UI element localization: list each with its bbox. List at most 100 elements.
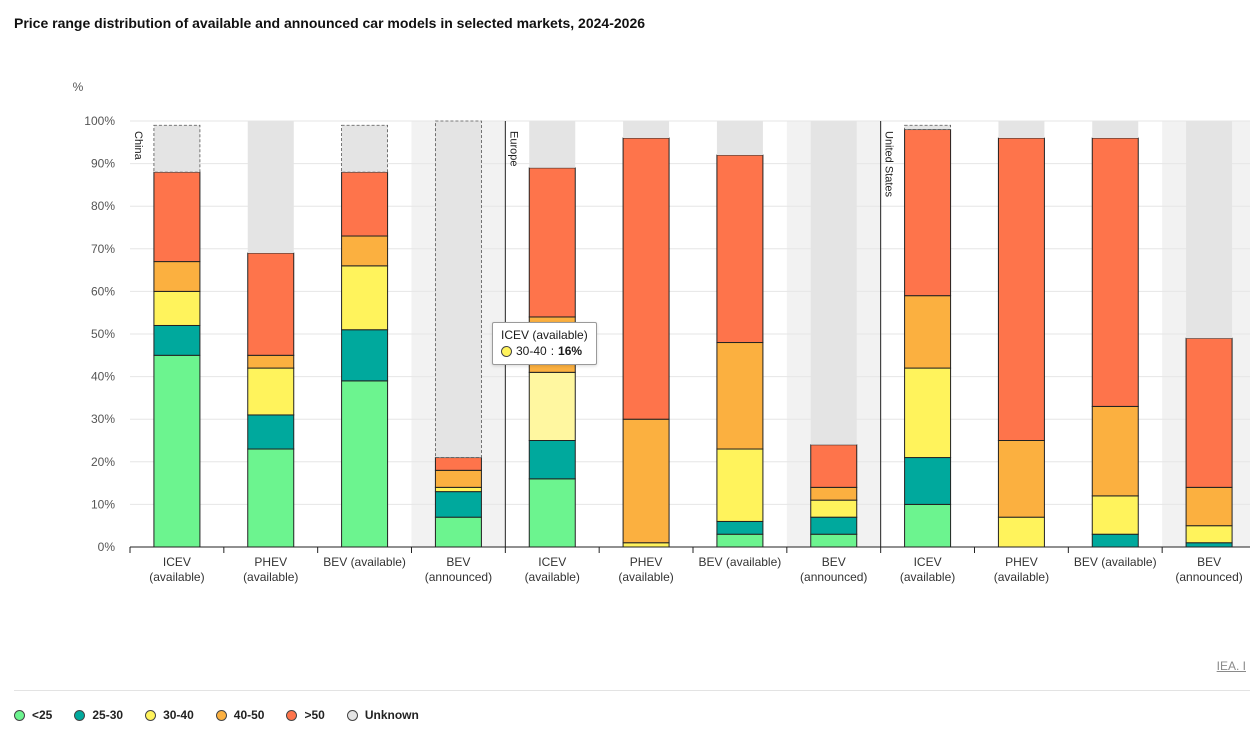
y-tick-label: 20%: [91, 455, 115, 469]
bar-segment: [622, 418, 670, 544]
y-tick-label: 50%: [91, 327, 115, 341]
bar-segment: [1185, 486, 1233, 527]
legend-item[interactable]: <25: [14, 708, 52, 722]
legend-swatch: [14, 709, 25, 721]
bar-segment: [997, 440, 1045, 518]
bar-segment: [529, 121, 576, 168]
legend-label: 30-40: [163, 708, 194, 722]
bar-segment: [341, 380, 389, 548]
bar-segment: [622, 542, 670, 548]
tooltip-series-swatch: [501, 345, 512, 357]
legend-swatch: [215, 709, 227, 721]
bar-segment: [341, 124, 388, 173]
legend-swatch: [346, 709, 358, 721]
legend-label: Unknown: [364, 708, 419, 722]
bar-segment: [904, 457, 952, 505]
chart-legend: <25 25-30 30-40 40-50 >50 Unknown: [14, 708, 419, 722]
bar-segment: [810, 533, 858, 548]
bar-segment: [1091, 137, 1139, 407]
bar-segment: [1185, 525, 1233, 544]
x-tick-label: BEV (available): [699, 555, 782, 569]
x-tick-label: ICEV (available): [525, 555, 580, 584]
y-tick-label: 80%: [91, 199, 115, 213]
bar-segment: [810, 121, 857, 445]
y-tick-label: 30%: [91, 412, 115, 426]
bar-segment: [434, 516, 482, 548]
legend-label: >50: [304, 708, 325, 722]
x-tick-label: BEV (available): [323, 555, 406, 569]
x-tick-label: ICEV (available): [149, 555, 204, 584]
bar-segment: [904, 295, 952, 369]
bar-segment: [434, 457, 482, 471]
y-tick-label: 10%: [91, 497, 115, 511]
legend-divider: [14, 690, 1250, 691]
bar-segment: [997, 516, 1045, 548]
x-tick-label: BEV (announced): [1175, 555, 1242, 584]
source-link[interactable]: IEA. I: [1216, 659, 1246, 673]
bar-segment: [904, 124, 951, 130]
chart-tooltip: ICEV (available) 30-40: 16%: [492, 322, 597, 365]
legend-item[interactable]: 25-30: [74, 708, 123, 722]
bar-segment: [716, 520, 764, 535]
legend-item[interactable]: >50: [286, 708, 325, 722]
bar-segment: [153, 290, 201, 326]
x-tick-label: ICEV (available): [900, 555, 955, 584]
bar-segment: [623, 121, 670, 139]
tooltip-series: 30-40: [516, 344, 547, 358]
bar-segment: [1092, 121, 1139, 139]
x-tick-label: BEV (available): [1074, 555, 1157, 569]
bar-segment: [904, 503, 952, 548]
bar-segment: [716, 533, 764, 548]
bar-segment: [247, 448, 295, 548]
y-axis-label: %: [73, 80, 84, 94]
bar-segment: [153, 261, 201, 292]
stacked-bar-chart: 0% 10% 20% 30% 40% 50% 60% 70% 80% 90% 100%% China I…: [73, 80, 1250, 584]
bar-segment: [341, 235, 389, 267]
x-tick-label: BEV (announced): [425, 555, 492, 584]
y-tick-label: 100%: [84, 114, 115, 128]
bar-segment: [153, 124, 201, 173]
legend-label: <25: [32, 708, 53, 722]
bar-segment: [997, 137, 1045, 441]
bar-segment: [904, 129, 952, 297]
bar-segment: [1091, 533, 1139, 548]
bar-segment: [435, 120, 482, 458]
bar-segment: [528, 167, 576, 318]
bar-segment: [1091, 405, 1139, 497]
bar-segment: [247, 354, 295, 369]
bar-segment: [810, 499, 858, 518]
tooltip-value: 16%: [558, 344, 583, 358]
y-tick-label: 90%: [91, 157, 115, 171]
group-label: United States: [883, 131, 895, 198]
legend-label: 40-50: [233, 708, 265, 722]
chart-title: Price range distribution of available an…: [14, 15, 646, 31]
bar-segment: [1185, 337, 1233, 488]
bar-segment: [153, 324, 201, 356]
legend-swatch: [145, 709, 157, 721]
bar-segment: [810, 486, 858, 501]
bar-segment: [434, 486, 482, 493]
x-tick-label: PHEV (available): [994, 555, 1049, 584]
bar-segment: [1185, 542, 1233, 548]
bar-segment: [341, 171, 389, 237]
legend-item[interactable]: 40-50: [215, 708, 265, 722]
legend-item[interactable]: 30-40: [145, 708, 194, 722]
bar-segment: [434, 469, 482, 488]
x-tick-label: PHEV (available): [243, 555, 298, 584]
bar-segment: [716, 448, 764, 522]
bar-segment: [247, 121, 294, 254]
bar-segment: [153, 354, 201, 548]
x-tick-label: BEV (announced): [800, 555, 867, 584]
bar-segment: [153, 171, 201, 263]
bar-segment: [810, 516, 858, 535]
bar-segment: [434, 491, 482, 518]
bar-segment: [247, 367, 295, 416]
group-label: Europe: [507, 131, 519, 166]
bar-segment: [247, 414, 295, 450]
tooltip-category: ICEV (available): [501, 328, 588, 342]
y-tick-label: 0%: [98, 540, 116, 554]
y-tick-label: 40%: [91, 370, 115, 384]
bar-segment: [716, 121, 763, 156]
legend-item[interactable]: Unknown: [346, 708, 419, 722]
y-tick-label: 60%: [91, 284, 115, 298]
